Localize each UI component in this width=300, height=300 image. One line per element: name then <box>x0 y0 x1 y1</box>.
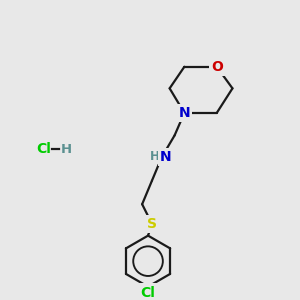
Text: O: O <box>211 60 223 74</box>
Text: Cl: Cl <box>141 286 155 300</box>
Text: S: S <box>147 217 157 231</box>
Text: N: N <box>160 150 172 164</box>
Text: H: H <box>150 150 160 163</box>
Text: N: N <box>178 106 190 120</box>
Text: Cl: Cl <box>37 142 51 156</box>
Text: H: H <box>61 143 72 156</box>
